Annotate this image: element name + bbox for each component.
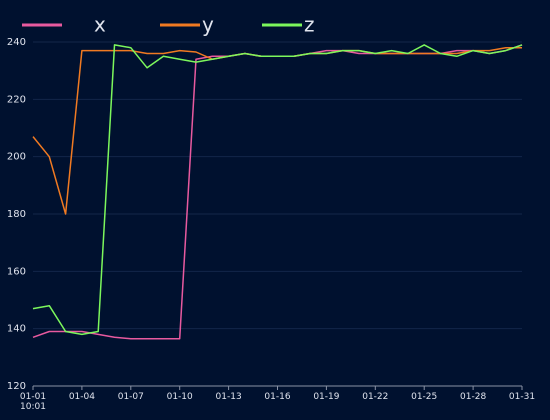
x-tick-label: 01-13	[215, 392, 242, 402]
x-tick-label: 01-28	[460, 392, 487, 402]
x-tick-label: 01-16	[264, 392, 291, 402]
y-tick-label: 240	[7, 37, 26, 48]
x-tick-label: 01-31	[508, 392, 536, 402]
x-tick-label: 01-04	[68, 392, 95, 402]
x-tick-label-box: 01-16	[264, 392, 291, 402]
legend-label: z	[304, 13, 315, 37]
x-tick-label-box: 01-13	[215, 392, 242, 402]
x-tick-label-box: 01-01 10:01	[19, 392, 47, 412]
x-tick-label: 01-07	[117, 392, 144, 402]
y-tick-label: 200	[7, 152, 26, 163]
x-tick-label: 01-25	[411, 392, 438, 402]
y-tick-label: 120	[7, 381, 26, 392]
y-tick-label: 160	[7, 266, 26, 277]
x-tick-label-box: 01-07	[117, 392, 144, 402]
legend-label: y	[202, 13, 214, 37]
x-tick-label-box: 01-28	[460, 392, 487, 402]
x-tick-label-box: 01-10	[166, 392, 193, 402]
y-tick-label: 220	[7, 94, 26, 105]
x-tick-label-box: 01-31	[508, 392, 536, 402]
series-line	[32, 44, 523, 336]
x-tick-label: 01-22	[362, 392, 389, 402]
x-tick-label: 01-01 10:01	[19, 392, 47, 412]
x-tick-label: 01-19	[313, 392, 340, 402]
legend-label: x	[94, 13, 106, 37]
y-tick-label: 180	[7, 209, 26, 220]
x-tick-label-box: 01-04	[68, 392, 95, 402]
x-tick-label-box: 01-19	[313, 392, 340, 402]
y-tick-label: 140	[7, 324, 26, 335]
x-tick-label-box: 01-25	[411, 392, 438, 402]
x-tick-label: 01-10	[166, 392, 193, 402]
x-tick-label-box: 01-22	[362, 392, 389, 402]
